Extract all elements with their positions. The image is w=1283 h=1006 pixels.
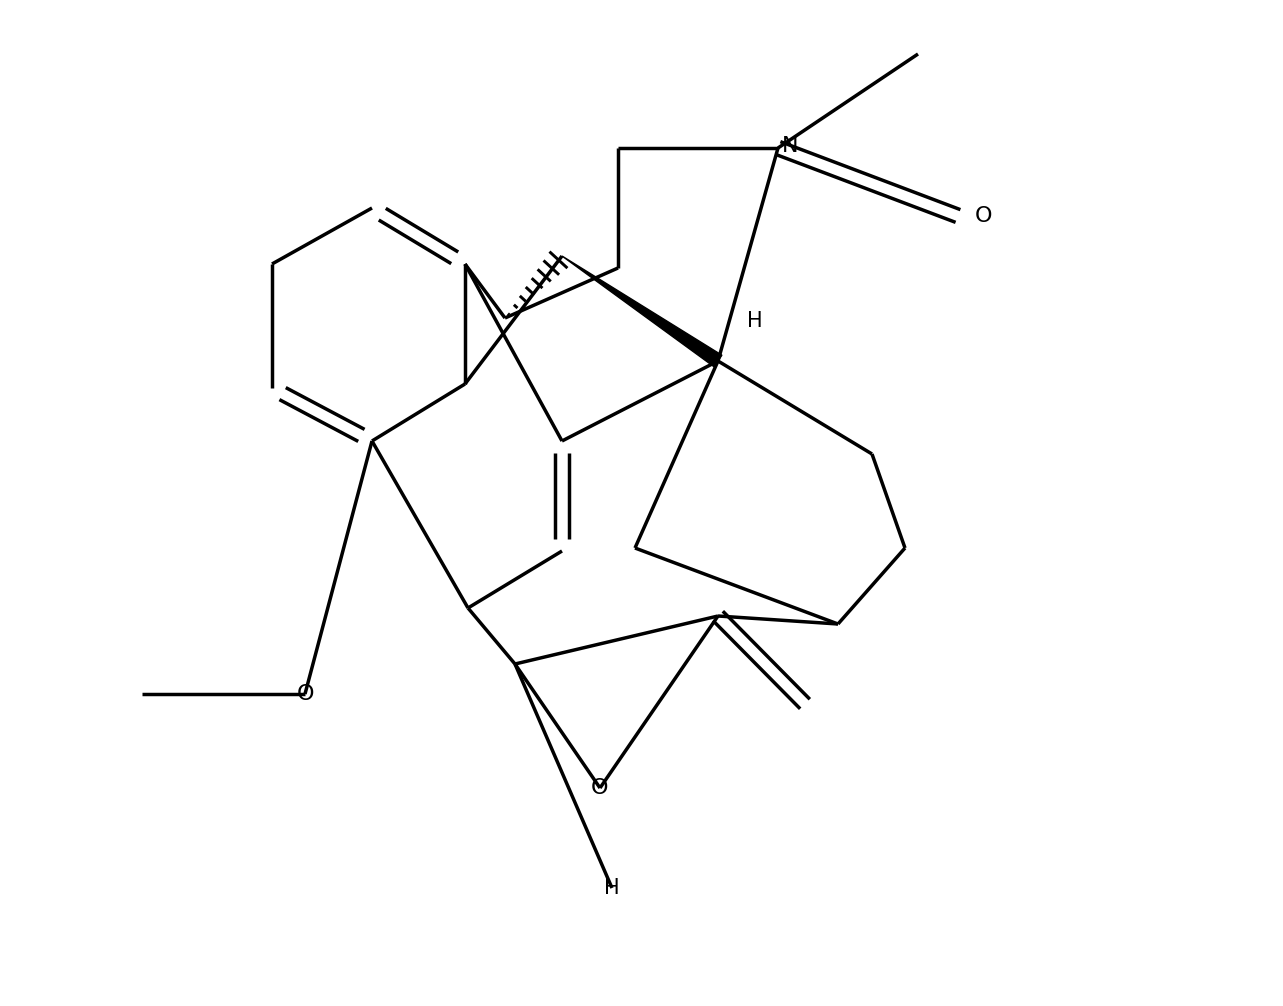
Text: O: O: [591, 778, 608, 798]
Polygon shape: [562, 256, 722, 367]
Text: H: H: [747, 311, 763, 331]
Text: H: H: [604, 878, 620, 898]
Text: O: O: [296, 684, 314, 704]
Text: O: O: [974, 206, 992, 226]
Text: N: N: [781, 136, 798, 156]
